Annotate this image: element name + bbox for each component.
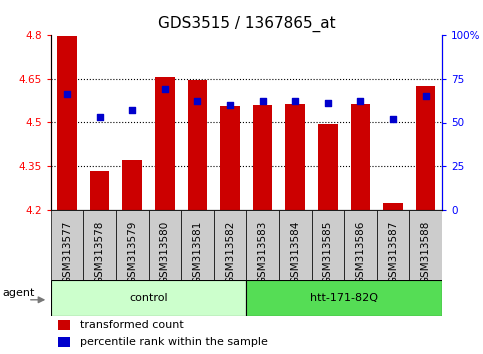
Point (96, 114, 103, 120)
Text: agent: agent (2, 287, 35, 298)
Point (259, 99, 267, 104)
Point (128, 107, 136, 113)
Text: GSM313588: GSM313588 (421, 221, 431, 284)
Text: GSM313586: GSM313586 (355, 221, 366, 284)
Text: GSM313583: GSM313583 (257, 221, 268, 284)
Text: GSM313577: GSM313577 (62, 221, 72, 284)
Bar (155, 77, 175, 210)
Bar (58, 337, 70, 347)
Point (161, 86, 169, 92)
Text: percentile rank within the sample: percentile rank within the sample (80, 337, 268, 347)
Bar (58, 320, 70, 330)
Text: GSM313585: GSM313585 (323, 221, 333, 284)
Point (63, 92, 71, 97)
Bar (214, 210, 246, 280)
Bar (123, 160, 142, 210)
Text: control: control (129, 293, 168, 303)
Bar (149, 210, 181, 280)
Point (324, 101, 332, 106)
Bar (57, 36, 77, 210)
Text: GSM313587: GSM313587 (388, 221, 398, 284)
Bar (279, 210, 312, 280)
Bar (220, 107, 240, 210)
Bar (351, 103, 370, 210)
Text: GSM313584: GSM313584 (290, 221, 300, 284)
Text: GSM313582: GSM313582 (225, 221, 235, 284)
Text: GSM313581: GSM313581 (192, 221, 202, 284)
Bar (51, 280, 246, 316)
Bar (187, 80, 207, 210)
Point (422, 93, 429, 99)
Bar (318, 124, 338, 210)
Bar (84, 210, 116, 280)
Bar (253, 105, 272, 210)
Point (291, 99, 299, 104)
Point (389, 116, 397, 122)
Bar (246, 280, 442, 316)
Bar (246, 210, 279, 280)
Text: GSM313579: GSM313579 (127, 221, 137, 284)
Bar (285, 103, 305, 210)
Bar (116, 210, 149, 280)
Point (194, 99, 201, 104)
Bar (377, 210, 410, 280)
Bar (416, 86, 436, 210)
Bar (410, 210, 442, 280)
Bar (181, 210, 213, 280)
Bar (312, 210, 344, 280)
Text: transformed count: transformed count (80, 320, 184, 330)
Text: GSM313580: GSM313580 (160, 221, 170, 284)
Text: htt-171-82Q: htt-171-82Q (310, 293, 378, 303)
Bar (51, 210, 84, 280)
Bar (344, 210, 377, 280)
Bar (90, 171, 109, 210)
Point (226, 102, 234, 108)
Bar (384, 203, 403, 210)
Title: GDS3515 / 1367865_at: GDS3515 / 1367865_at (157, 16, 335, 32)
Text: GSM313578: GSM313578 (95, 221, 105, 284)
Point (356, 99, 364, 104)
